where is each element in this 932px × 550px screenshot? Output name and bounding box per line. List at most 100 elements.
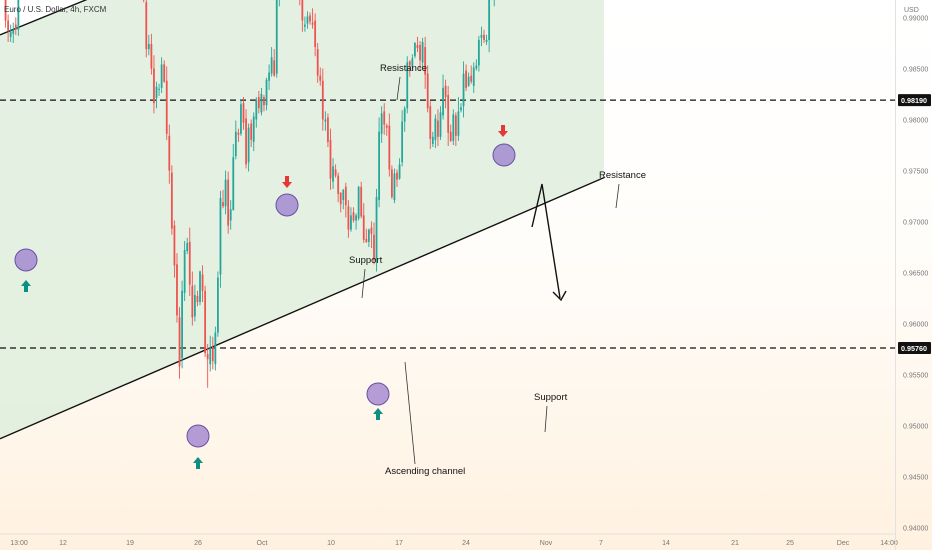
candle-body xyxy=(383,111,386,125)
candle-body xyxy=(145,2,148,50)
candle-body xyxy=(442,87,444,116)
candle-body xyxy=(17,0,20,30)
candle-body xyxy=(334,169,337,176)
candle-body xyxy=(265,79,268,106)
time-tick-label: 13:00 xyxy=(10,540,28,547)
candle-body xyxy=(155,86,158,99)
candle-body xyxy=(454,115,457,136)
candle-body xyxy=(306,16,309,24)
candle-body xyxy=(186,242,189,252)
candle-body xyxy=(311,22,314,25)
candle-body xyxy=(329,139,332,179)
pivot-marker[interactable] xyxy=(366,382,390,406)
candle-body xyxy=(421,41,424,63)
candle-body xyxy=(219,198,222,275)
price-tick-label: 0.97500 xyxy=(903,169,928,176)
candle-body xyxy=(357,186,360,219)
projection-path[interactable] xyxy=(531,183,561,299)
candle-body xyxy=(211,346,214,362)
candle-body xyxy=(365,238,368,242)
price-tick-label: 0.99000 xyxy=(903,16,928,23)
channel-fill xyxy=(0,0,604,439)
pivot-marker[interactable] xyxy=(186,424,210,448)
price-tick-label: 0.94500 xyxy=(903,475,928,482)
candle-body xyxy=(452,114,455,141)
candle-body xyxy=(370,227,373,234)
price-tick-label: 0.94000 xyxy=(903,526,928,533)
arrow-up-icon xyxy=(21,280,31,292)
candle-body xyxy=(150,44,153,69)
candle-body xyxy=(457,111,460,136)
pivot-marker[interactable] xyxy=(14,248,38,272)
annotation-ascending-channel: Ascending channel xyxy=(385,466,465,477)
candle-body xyxy=(439,112,442,137)
candle-body xyxy=(390,169,393,198)
candle-body xyxy=(176,264,178,316)
candle-body xyxy=(4,0,7,21)
candle-body xyxy=(314,20,317,48)
candle-body xyxy=(416,45,419,49)
candle-body xyxy=(465,70,467,88)
candle-body xyxy=(378,131,380,201)
candle-body xyxy=(347,206,350,230)
candle-body xyxy=(414,43,416,57)
candle-body xyxy=(301,0,304,21)
time-tick-label: 24 xyxy=(462,540,470,547)
candle-body xyxy=(403,108,406,122)
candle-body xyxy=(393,173,396,201)
candle-body xyxy=(234,131,237,157)
candle-body xyxy=(257,97,260,109)
candle-body xyxy=(424,47,427,75)
pivot-marker[interactable] xyxy=(492,143,516,167)
time-tick-label: 25 xyxy=(786,540,794,547)
pointer-line xyxy=(544,405,548,433)
projection-arrowhead xyxy=(552,290,567,302)
time-tick-label: 19 xyxy=(126,540,134,547)
candle-body xyxy=(472,67,475,86)
time-tick-label: 21 xyxy=(731,540,739,547)
candle-body xyxy=(406,62,409,109)
candle-body xyxy=(224,179,227,207)
candle-body xyxy=(204,290,207,354)
time-tick-label: Oct xyxy=(257,540,268,547)
candle-body xyxy=(214,332,217,365)
candle-body xyxy=(426,73,429,109)
level-tag xyxy=(898,341,931,354)
candle-body xyxy=(158,88,160,90)
candle-body xyxy=(183,250,186,293)
candle-body xyxy=(350,215,352,230)
candle-body xyxy=(475,65,478,69)
candle-body xyxy=(160,64,163,88)
candle-body xyxy=(408,61,411,66)
candle-body xyxy=(242,103,245,123)
candle-body xyxy=(206,354,209,360)
price-tick-label: 0.98500 xyxy=(903,67,928,74)
arrow-down-icon xyxy=(282,176,292,188)
candle-body xyxy=(153,68,155,104)
arrow-up-icon xyxy=(193,457,203,469)
price-tick-label: 0.96000 xyxy=(903,322,928,329)
time-tick-label: Nov xyxy=(540,540,553,547)
channel-lower-line[interactable] xyxy=(0,176,605,440)
candle-body xyxy=(275,0,278,74)
candle-body xyxy=(168,135,171,171)
candle-body xyxy=(227,179,230,226)
candle-body xyxy=(222,202,224,207)
candle-body xyxy=(170,172,173,229)
candle-body xyxy=(199,271,201,303)
candle-body xyxy=(411,58,414,67)
candle-body xyxy=(373,234,375,261)
annotation-resistance-right: Resistance xyxy=(599,170,646,181)
candle-body xyxy=(401,121,404,163)
pivot-marker[interactable] xyxy=(275,193,299,217)
candle-body xyxy=(321,80,324,120)
candle-body xyxy=(470,75,473,82)
candle-body xyxy=(375,197,378,260)
candle-body xyxy=(337,175,340,194)
candle-body xyxy=(7,20,10,31)
candle-body xyxy=(217,277,219,333)
candle-body xyxy=(201,274,204,291)
candle-body xyxy=(327,117,329,142)
price-axis[interactable] xyxy=(895,0,932,550)
